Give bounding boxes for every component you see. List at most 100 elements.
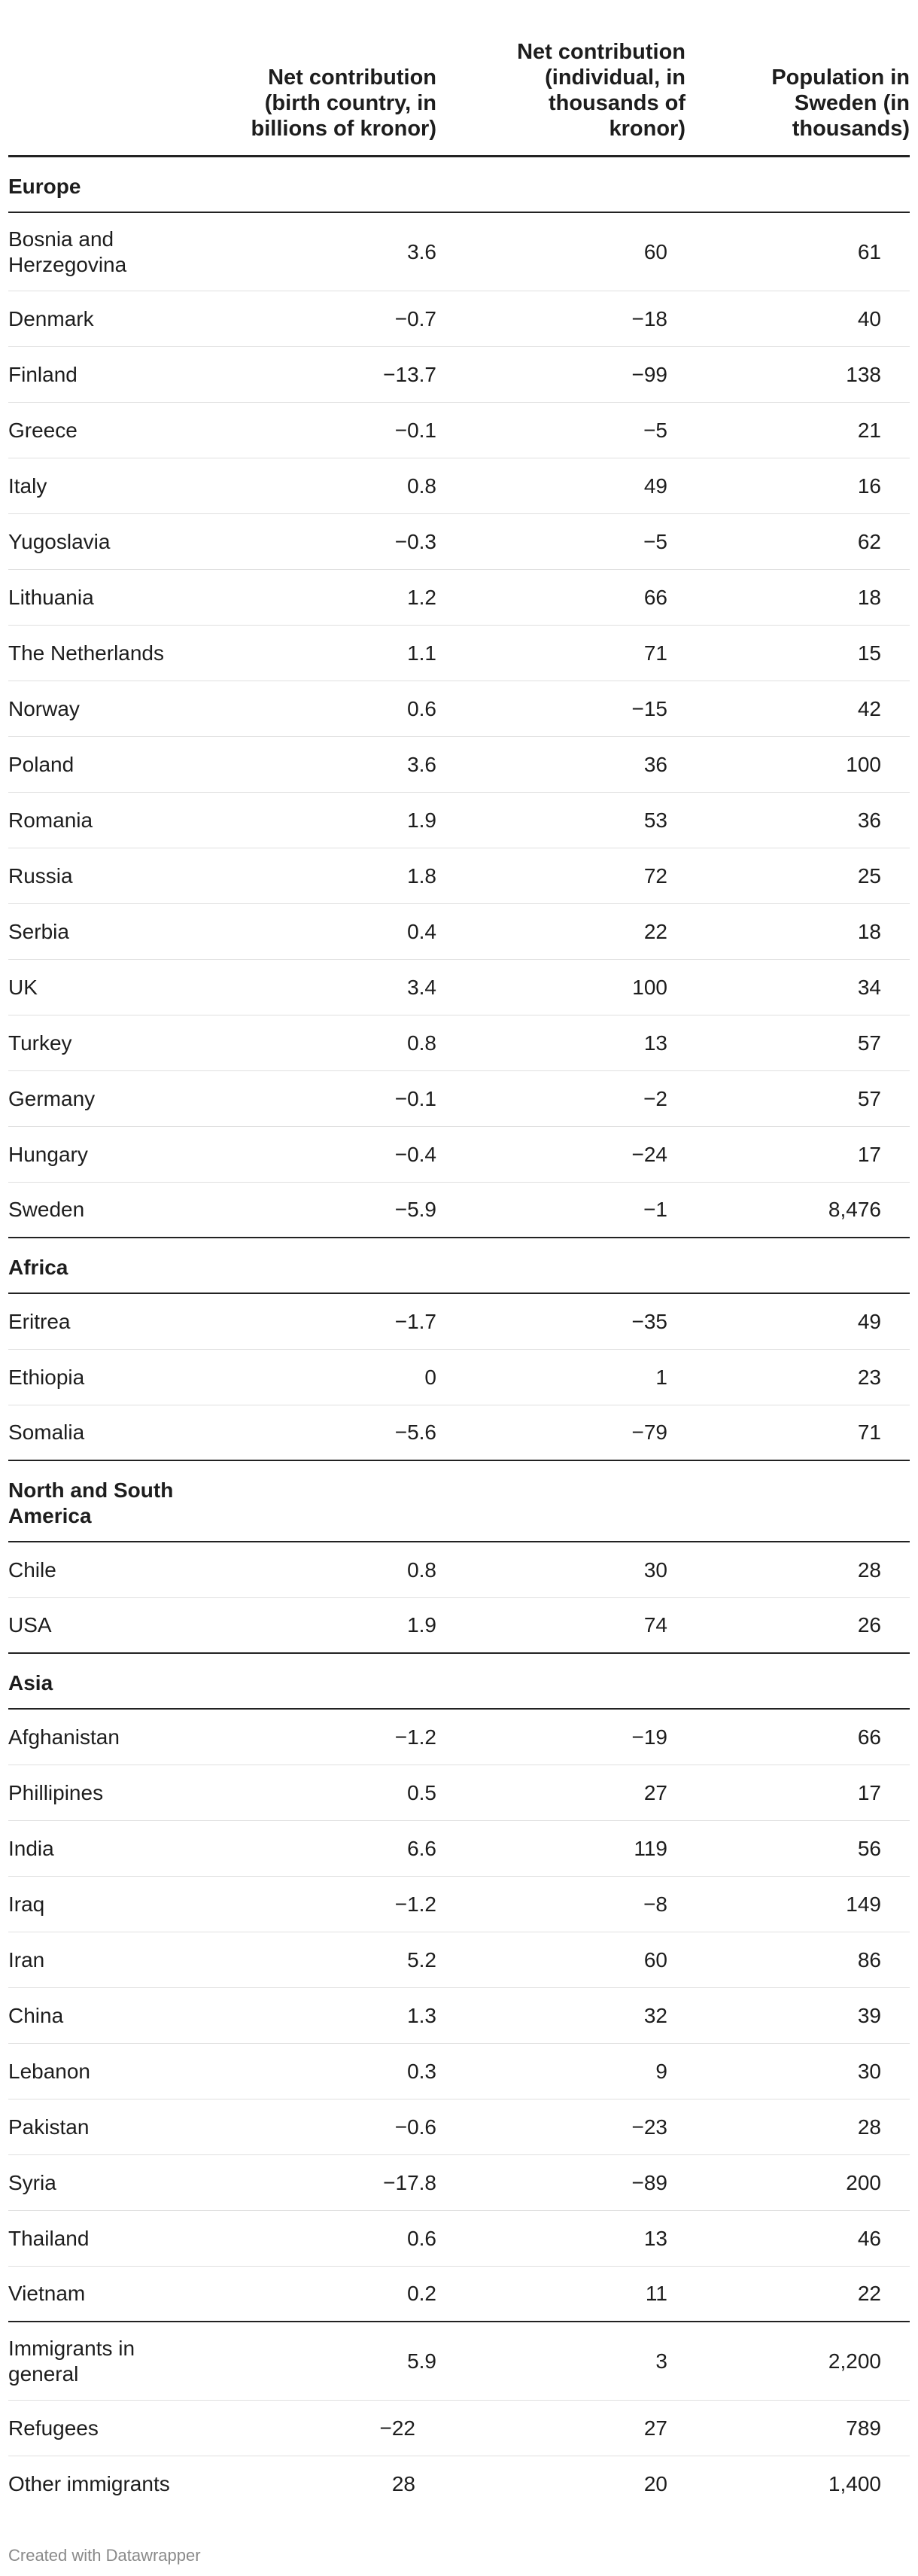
population-cell: 62 xyxy=(857,529,881,553)
net-individual-cell: 11 xyxy=(645,2282,667,2305)
net-individual-cell: 71 xyxy=(643,641,667,665)
table-row: USA 1.9 74 26 xyxy=(8,1598,910,1654)
group-label: Europe xyxy=(8,175,81,198)
country-cell: Other immigrants xyxy=(8,2472,170,2495)
column-header-net-country: Net contribution (birth country, in bill… xyxy=(251,65,437,141)
country-cell: Poland xyxy=(8,752,74,776)
net-country-cell: 0.6 xyxy=(407,696,436,720)
net-individual-cell: 9 xyxy=(655,2059,667,2083)
country-cell: Denmark xyxy=(8,306,94,330)
population-cell: 28 xyxy=(857,1557,881,1582)
table-row: Iraq −1.2 −8 149 xyxy=(8,1877,910,1932)
table-row: Refugees −22 27 789 xyxy=(8,2401,910,2456)
country-cell: Somalia xyxy=(8,1420,85,1444)
population-cell: 1,400 xyxy=(828,2472,881,2495)
population-cell: 46 xyxy=(857,2226,881,2250)
population-cell: 26 xyxy=(857,1613,881,1637)
country-cell: Eritrea xyxy=(8,1309,71,1333)
table-row: Lebanon 0.3 9 30 xyxy=(8,2044,910,2099)
country-cell: UK xyxy=(8,975,38,999)
net-country-cell: −0.1 xyxy=(394,418,436,442)
population-cell: 8,476 xyxy=(828,1198,881,1221)
population-cell: 200 xyxy=(846,2170,881,2194)
table-row: Ethiopia 0 1 23 xyxy=(8,1350,910,1405)
net-country-cell: −17.8 xyxy=(383,2170,436,2194)
population-cell: 15 xyxy=(857,641,881,665)
population-cell: 25 xyxy=(857,863,881,888)
table-row: Pakistan −0.6 −23 28 xyxy=(8,2099,910,2155)
population-cell: 39 xyxy=(857,2003,881,2027)
net-country-cell: 5.9 xyxy=(407,2349,436,2373)
table-header: Net contribution (birth country, in bill… xyxy=(8,0,910,157)
net-country-cell: −0.7 xyxy=(394,306,436,330)
net-country-cell: −0.4 xyxy=(394,1142,436,1166)
population-cell: 22 xyxy=(857,2282,881,2305)
country-cell: Pakistan xyxy=(8,2115,90,2139)
country-cell: Iran xyxy=(8,1947,45,1972)
net-individual-cell: 100 xyxy=(632,975,667,999)
net-country-cell: 0.6 xyxy=(407,2226,436,2250)
net-country-cell: 0.5 xyxy=(407,1780,436,1804)
table-row: Afghanistan −1.2 −19 66 xyxy=(8,1710,910,1765)
net-individual-cell: 60 xyxy=(643,1947,667,1972)
net-country-cell: 0.2 xyxy=(407,2282,436,2305)
country-cell: Afghanistan xyxy=(8,1725,120,1749)
population-cell: 149 xyxy=(846,1892,881,1916)
net-country-cell: 0 xyxy=(424,1365,436,1389)
population-cell: 40 xyxy=(857,306,881,330)
net-country-cell: −1.7 xyxy=(394,1309,436,1333)
net-country-cell: 1.9 xyxy=(407,1613,436,1637)
net-country-cell: −0.1 xyxy=(394,1086,436,1110)
country-cell: Russia xyxy=(8,863,73,888)
net-country-cell: 28 xyxy=(391,2472,415,2495)
country-cell: Refugees xyxy=(8,2416,99,2440)
population-cell: 28 xyxy=(857,2115,881,2139)
table-row: China 1.3 32 39 xyxy=(8,1988,910,2044)
table-row: Vietnam 0.2 11 22 xyxy=(8,2267,910,2322)
table-row: Immigrants in general 5.9 3 2,200 xyxy=(8,2322,910,2401)
country-cell: Bosnia and Herzegovina xyxy=(8,227,127,276)
group-header: Asia xyxy=(8,1654,910,1710)
net-country-cell: −1.2 xyxy=(394,1725,436,1749)
net-country-cell: 0.8 xyxy=(407,1031,436,1055)
table-row: Lithuania 1.2 66 18 xyxy=(8,570,910,626)
net-individual-cell: −19 xyxy=(631,1725,668,1749)
table-row: Yugoslavia −0.3 −5 62 xyxy=(8,514,910,570)
net-country-cell: 0.8 xyxy=(407,1557,436,1582)
population-cell: 23 xyxy=(857,1365,881,1389)
population-cell: 61 xyxy=(857,239,881,263)
group-header: North and South America xyxy=(8,1461,910,1542)
population-cell: 17 xyxy=(857,1780,881,1804)
table-body: Europe Bosnia and Herzegovina 3.6 60 61 Denma… xyxy=(8,157,910,2512)
country-cell: Norway xyxy=(8,696,80,720)
net-country-cell: 3.6 xyxy=(407,752,436,776)
net-individual-cell: −8 xyxy=(643,1892,667,1916)
column-header-net-individual: Net contribution (individual, in thousan… xyxy=(517,40,685,141)
country-cell: Italy xyxy=(8,473,47,498)
population-cell: 66 xyxy=(857,1725,881,1749)
population-cell: 16 xyxy=(857,473,881,498)
net-country-cell: 1.8 xyxy=(407,863,436,888)
net-individual-cell: −5 xyxy=(643,529,667,553)
country-cell: Ethiopia xyxy=(8,1365,85,1389)
table-row: Syria −17.8 −89 200 xyxy=(8,2155,910,2211)
country-cell: The Netherlands xyxy=(8,641,165,665)
net-individual-cell: 66 xyxy=(643,585,667,609)
population-cell: 21 xyxy=(857,418,881,442)
table-row: Phillipines 0.5 27 17 xyxy=(8,1765,910,1821)
country-cell: Syria xyxy=(8,2170,56,2194)
net-country-cell: −1.2 xyxy=(394,1892,436,1916)
population-cell: 789 xyxy=(846,2416,881,2440)
net-individual-cell: 119 xyxy=(634,1836,667,1860)
table-row: Greece −0.1 −5 21 xyxy=(8,403,910,458)
country-cell: Vietnam xyxy=(8,2282,86,2305)
net-individual-cell: 20 xyxy=(643,2472,667,2495)
net-individual-cell: −15 xyxy=(631,696,668,720)
net-country-cell: 1.2 xyxy=(407,585,436,609)
country-cell: Germany xyxy=(8,1086,96,1110)
table-row: Poland 3.6 36 100 xyxy=(8,737,910,793)
table-row: Thailand 0.6 13 46 xyxy=(8,2211,910,2267)
group-header: Europe xyxy=(8,157,910,213)
country-cell: Sweden xyxy=(8,1198,85,1221)
net-country-cell: −22 xyxy=(379,2416,416,2440)
